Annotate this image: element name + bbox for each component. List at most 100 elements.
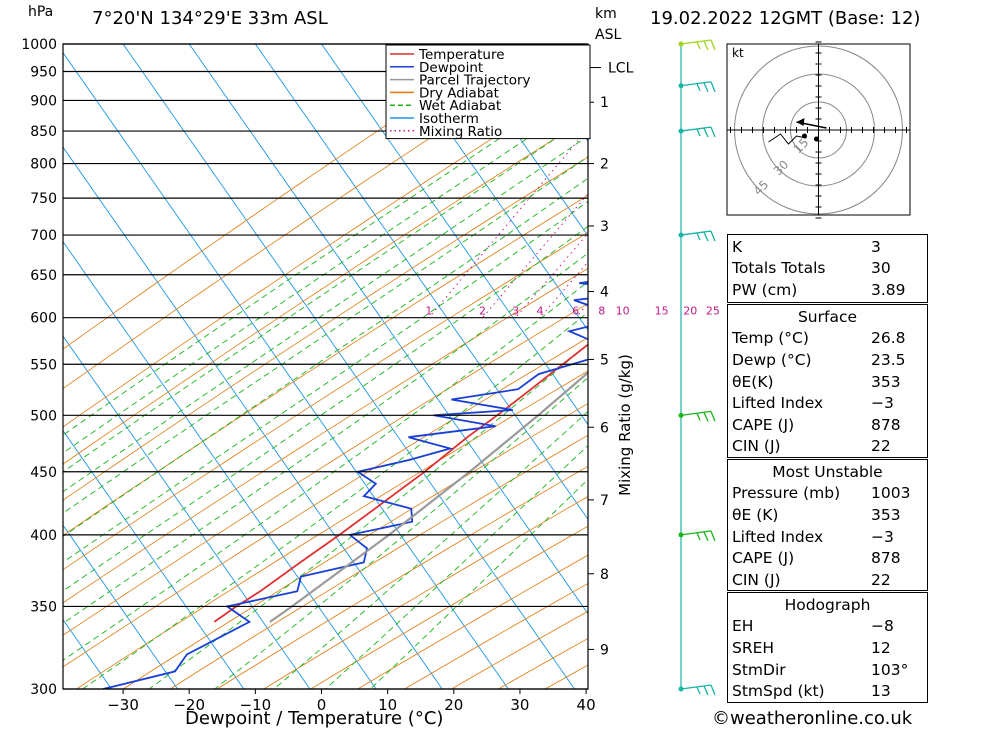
index-value: −3: [871, 394, 894, 413]
pressure-tick-label: 450: [30, 465, 57, 481]
series-temperature: [213, 343, 588, 623]
surface-panel: Surface Temp (°C) 26.8 Dewp (°C) 23.5 θE(K…: [727, 304, 928, 458]
index-row: Lifted Index −3: [728, 526, 927, 548]
km-tick-label: 2: [600, 157, 609, 173]
wind-barb: [678, 230, 716, 242]
index-row: CIN (J) 22: [728, 436, 927, 458]
index-row: CAPE (J) 878: [728, 547, 927, 569]
surface-title: Surface: [797, 307, 858, 326]
hodograph-trace: [768, 133, 807, 145]
index-value: 12: [871, 638, 891, 657]
index-name: CAPE (J): [732, 415, 795, 434]
km-tick-label: 9: [600, 642, 609, 658]
index-name: θE(K): [732, 372, 774, 391]
legend-label: Wet Adiabat: [419, 98, 501, 114]
mixing-ratio-label: 10: [616, 305, 630, 318]
index-row: Temp (°C) 26.8: [728, 328, 927, 350]
pressure-tick-label: 950: [30, 64, 57, 80]
pressure-tick-label: 700: [30, 228, 57, 244]
x-tick-label: 30: [510, 696, 529, 714]
wet-adiabat-line: [273, 410, 588, 689]
index-row: Lifted Index −3: [728, 392, 927, 414]
index-value: 30: [871, 259, 891, 278]
most-unstable-title: Most Unstable: [772, 462, 883, 481]
index-value: 103°: [871, 660, 909, 679]
isotherm-line: [321, 44, 588, 426]
legend-label: Isotherm: [419, 111, 479, 127]
index-name: SREH: [732, 638, 775, 657]
wind-barb: [678, 39, 716, 51]
mixing-ratio-label: 1: [425, 305, 432, 318]
index-name: Totals Totals: [732, 259, 826, 278]
wet-adiabat-line: [148, 343, 588, 689]
surface-table: Surface Temp (°C) 26.8 Dewp (°C) 23.5 θE(K…: [728, 306, 927, 457]
index-value: 353: [871, 505, 901, 524]
datetime-label: 19.02.2022 12GMT (Base: 12): [650, 8, 921, 29]
index-row: Pressure (mb) 1003: [728, 483, 927, 505]
index-row: Totals Totals 30: [728, 258, 927, 280]
hodograph-point: [802, 133, 807, 139]
dry-adiabat-line: [169, 434, 588, 689]
dry-adiabat-line: [76, 370, 588, 689]
index-name: StmSpd (kt): [732, 682, 825, 701]
index-name: CIN (J): [732, 437, 781, 456]
dry-adiabat-line: [63, 44, 509, 350]
copyright-link[interactable]: ©weatheronline.co.uk: [712, 708, 913, 729]
y-unit-label: hPa: [28, 4, 54, 20]
isotherm-line: [63, 51, 509, 689]
km-label: km: [595, 6, 617, 22]
hodograph-unit-label: kt: [732, 46, 744, 60]
isotherm-line: [453, 44, 588, 237]
most-unstable-table: Most Unstable Pressure (mb) 1003 θE (K) 35…: [728, 461, 927, 591]
dry-adiabat-line: [123, 403, 588, 689]
pressure-tick-label: 650: [30, 268, 57, 284]
index-row: PW (cm) 3.89: [728, 279, 927, 301]
legend-label: Dry Adiabat: [419, 85, 499, 101]
index-name: Lifted Index: [732, 394, 824, 413]
series-parcel-trajectory: [269, 371, 588, 623]
storm-motion-arrowhead: [796, 118, 805, 126]
x-tick-label: 0: [317, 696, 327, 714]
x-axis-title: Dewpoint / Temperature (°C): [185, 708, 444, 729]
wet-adiabat-line: [325, 444, 588, 689]
mixing-ratio-label: 4: [537, 305, 544, 318]
index-value: 13: [871, 682, 891, 701]
mixing-ratio-label: 8: [598, 305, 605, 318]
index-value: 878: [871, 415, 901, 434]
km-tick-label: 5: [600, 352, 609, 368]
isotherm-line: [63, 429, 245, 689]
index-name: θE (K): [732, 505, 779, 524]
pressure-tick-label: 1000: [21, 37, 57, 53]
km-tick-label: 4: [600, 285, 609, 301]
wet-adiabat-line: [63, 225, 588, 592]
wet-adiabat-line: [82, 311, 588, 689]
index-row: StmDir 103°: [728, 659, 927, 681]
index-value: 3: [871, 237, 881, 256]
index-value: 1003: [871, 484, 911, 503]
wet-adiabat-line: [63, 200, 588, 563]
index-name: CAPE (J): [732, 549, 795, 568]
lcl-label: LCL: [608, 61, 634, 77]
isotherm-line: [122, 44, 575, 689]
mixing-ratio-label: 3: [512, 305, 519, 318]
pressure-tick-label: 750: [30, 191, 57, 207]
x-tick-label: −20: [173, 696, 205, 714]
wind-barb: [678, 530, 716, 542]
pressure-tick-label: 550: [30, 357, 57, 373]
index-name: EH: [732, 617, 754, 636]
wind-barb: [678, 684, 716, 696]
km-tick-label: 1: [600, 95, 609, 111]
index-row: Dewp (°C) 23.5: [728, 349, 927, 371]
index-value: 23.5: [871, 350, 906, 369]
wet-adiabat-line: [63, 78, 588, 436]
km-tick-label: 6: [600, 420, 609, 436]
legend-label: Dewpoint: [419, 60, 483, 76]
pressure-tick-label: 800: [30, 157, 57, 173]
isotherm-line: [63, 335, 311, 689]
hodograph-indices-table: Hodograph EH −8 SREH 12 StmDir 103° StmSpd …: [728, 594, 927, 702]
